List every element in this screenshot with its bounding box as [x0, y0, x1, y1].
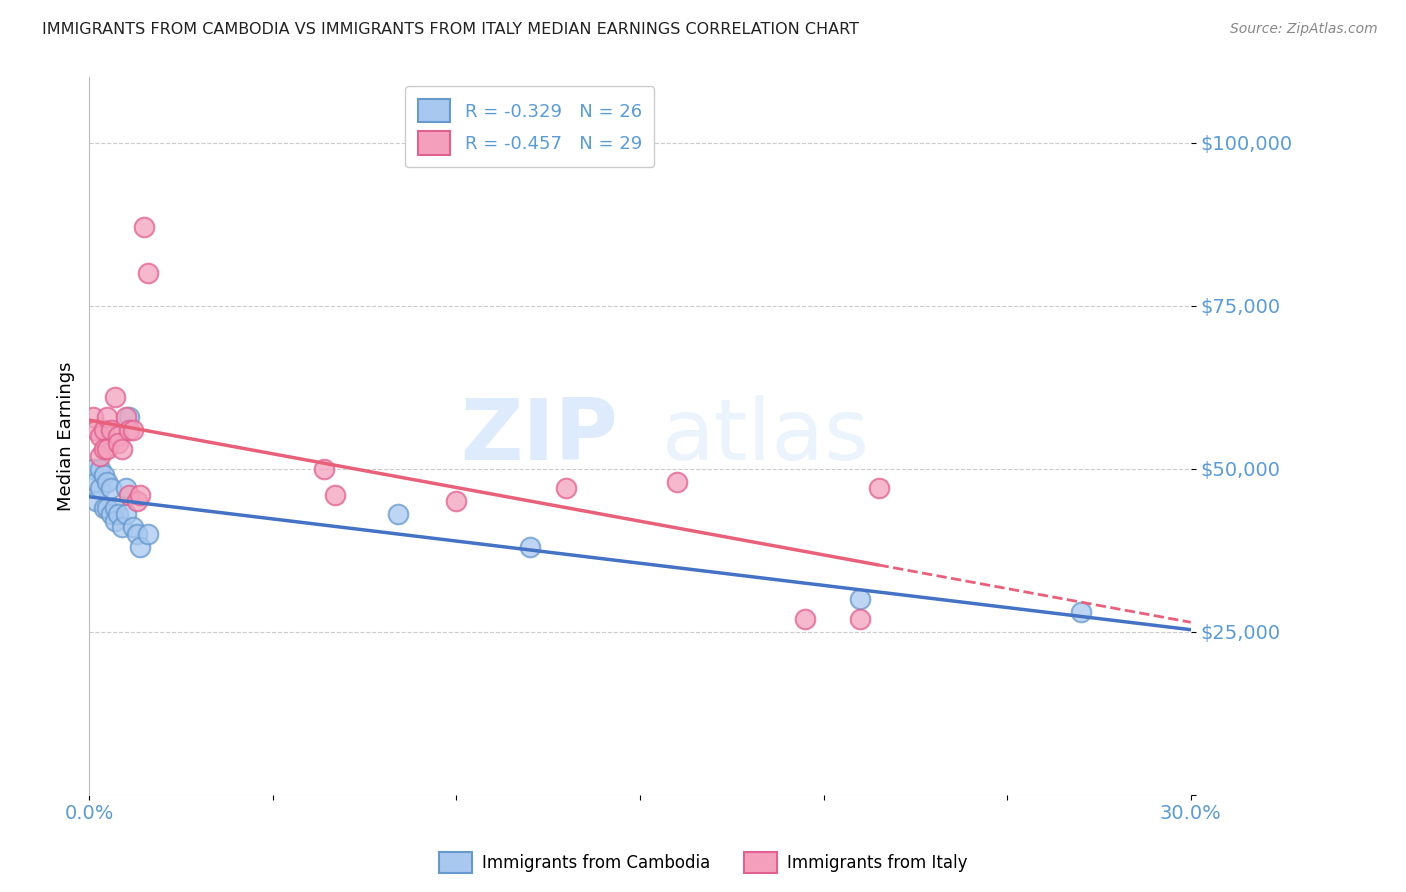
- Point: [86, 494, 108, 508]
- Point: [136, 527, 159, 541]
- Point: [104, 514, 127, 528]
- Y-axis label: Median Earnings: Median Earnings: [58, 361, 75, 511]
- Point: [82, 409, 104, 424]
- Point: [125, 494, 148, 508]
- Point: [104, 390, 127, 404]
- Point: [100, 423, 122, 437]
- Point: [849, 592, 872, 607]
- Point: [111, 442, 134, 457]
- Legend: R = -0.329   N = 26, R = -0.457   N = 29: R = -0.329 N = 26, R = -0.457 N = 29: [405, 87, 654, 167]
- Point: [100, 481, 122, 495]
- Point: [89, 481, 111, 495]
- Text: atlas: atlas: [662, 394, 870, 477]
- Point: [114, 409, 136, 424]
- Point: [96, 409, 118, 424]
- Point: [96, 475, 118, 489]
- Point: [665, 475, 688, 489]
- Point: [519, 540, 541, 554]
- Point: [555, 481, 578, 495]
- Point: [107, 508, 129, 522]
- Point: [86, 423, 108, 437]
- Point: [323, 488, 346, 502]
- Point: [446, 494, 468, 508]
- Point: [314, 461, 336, 475]
- Point: [129, 488, 152, 502]
- Point: [114, 481, 136, 495]
- Legend: Immigrants from Cambodia, Immigrants from Italy: Immigrants from Cambodia, Immigrants fro…: [432, 846, 974, 880]
- Point: [111, 520, 134, 534]
- Point: [387, 508, 409, 522]
- Point: [89, 461, 111, 475]
- Point: [118, 488, 141, 502]
- Point: [122, 423, 145, 437]
- Point: [114, 508, 136, 522]
- Point: [107, 435, 129, 450]
- Point: [129, 540, 152, 554]
- Point: [93, 442, 115, 457]
- Point: [100, 508, 122, 522]
- Point: [96, 500, 118, 515]
- Point: [86, 475, 108, 489]
- Point: [82, 461, 104, 475]
- Point: [93, 500, 115, 515]
- Point: [868, 481, 890, 495]
- Text: Source: ZipAtlas.com: Source: ZipAtlas.com: [1230, 22, 1378, 37]
- Point: [93, 423, 115, 437]
- Text: IMMIGRANTS FROM CAMBODIA VS IMMIGRANTS FROM ITALY MEDIAN EARNINGS CORRELATION CH: IMMIGRANTS FROM CAMBODIA VS IMMIGRANTS F…: [42, 22, 859, 37]
- Point: [107, 429, 129, 443]
- Point: [1070, 605, 1092, 619]
- Point: [134, 220, 156, 235]
- Point: [122, 520, 145, 534]
- Text: ZIP: ZIP: [460, 394, 617, 477]
- Point: [118, 409, 141, 424]
- Point: [136, 266, 159, 280]
- Point: [89, 429, 111, 443]
- Point: [93, 468, 115, 483]
- Point: [104, 500, 127, 515]
- Point: [96, 442, 118, 457]
- Point: [794, 612, 817, 626]
- Point: [849, 612, 872, 626]
- Point: [118, 423, 141, 437]
- Point: [89, 449, 111, 463]
- Point: [125, 527, 148, 541]
